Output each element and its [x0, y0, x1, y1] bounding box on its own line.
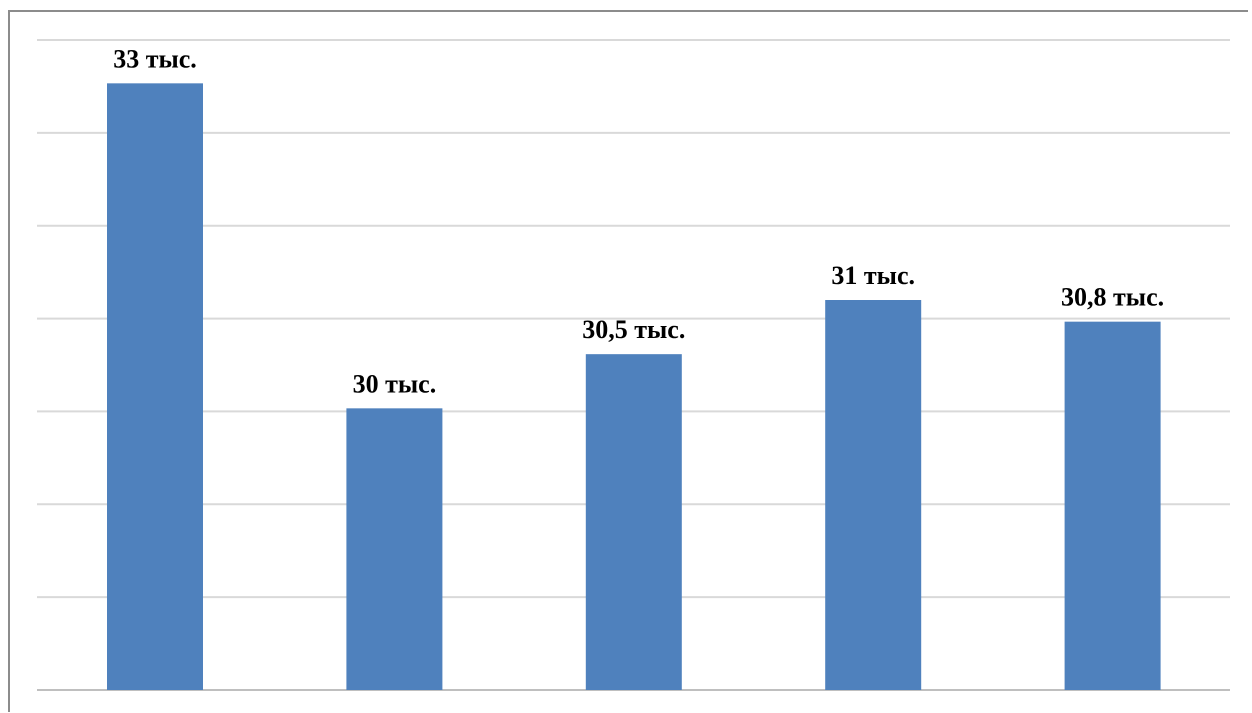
- data-label: 30,8 тыс.: [1061, 283, 1164, 312]
- data-label: 31 тыс.: [831, 261, 915, 290]
- bars: [107, 83, 1161, 691]
- bar: [107, 83, 203, 691]
- bar: [1064, 321, 1161, 690]
- data-labels: 33 тыс. 30 тыс. 30,5 тыс. 31 тыс. 30,8 тыс.: [113, 44, 1164, 398]
- bar: [825, 300, 922, 690]
- data-label: 33 тыс.: [113, 44, 197, 73]
- bar: [346, 408, 443, 690]
- data-label: 30 тыс.: [353, 369, 437, 398]
- data-label: 30,5 тыс.: [582, 315, 685, 344]
- bar: [585, 354, 682, 690]
